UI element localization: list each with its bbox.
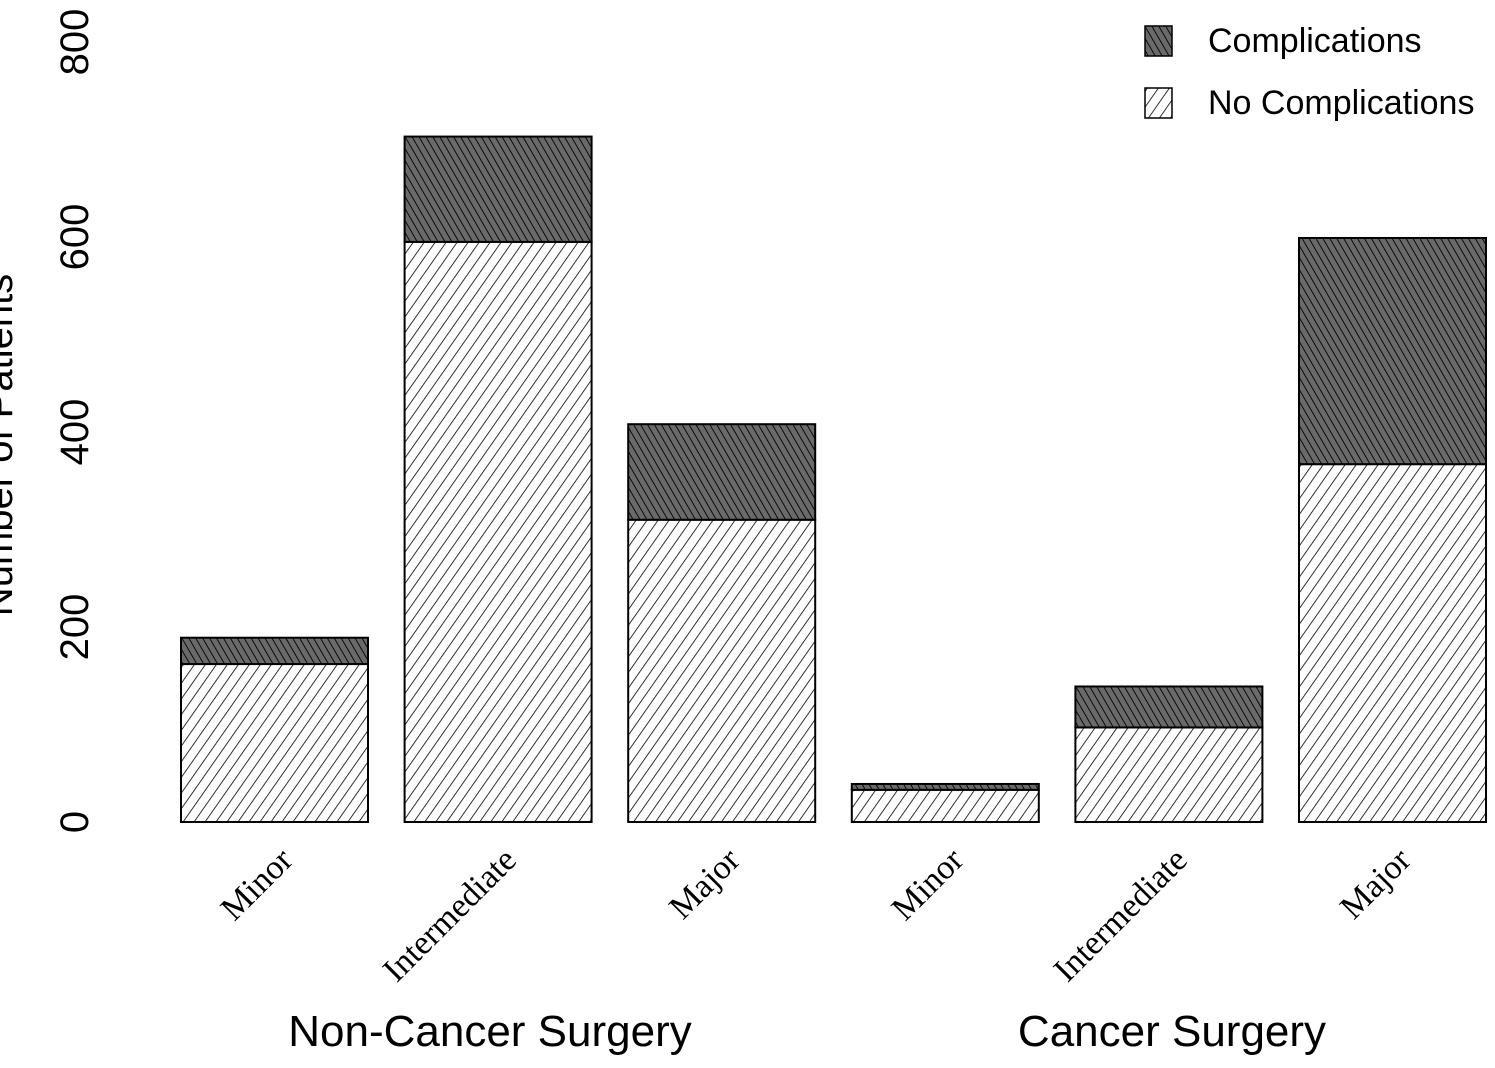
bar-segment-no-complications (1298, 463, 1487, 823)
y-axis: 0 200 400 600 800 (53, 9, 97, 834)
y-tick-label: 800 (53, 9, 97, 76)
bar-segment-complications (403, 135, 593, 243)
bar-segment-complications (1298, 236, 1487, 466)
y-axis-title: Number of Patients (0, 274, 21, 616)
legend-swatch (1144, 25, 1173, 57)
bar-segment-no-complications (1074, 726, 1264, 823)
x-tick-label: Minor (885, 841, 972, 928)
legend-label: Complications (1208, 22, 1422, 60)
legend-label: No Complications (1208, 84, 1474, 122)
x-tick-label: Intermediate (376, 841, 524, 989)
legend: Complications No Complications (1144, 22, 1474, 122)
x-tick-label: Minor (214, 841, 301, 928)
bar-segment-complications (627, 423, 817, 521)
bar-segment-complications (850, 782, 1040, 791)
bars (180, 135, 1487, 824)
y-tick-label: 600 (53, 204, 97, 271)
category-labels: Minor Intermediate Major Minor Intermediate M… (214, 841, 1419, 989)
y-tick-label: 200 (53, 594, 97, 661)
legend-swatch (1144, 87, 1173, 119)
x-tick-label: Major (662, 841, 747, 926)
bar-segment-complications (180, 636, 369, 666)
x-tick-label: Intermediate (1047, 841, 1195, 989)
bar-segment-no-complications (627, 518, 817, 823)
y-axis-title-group: Number of Patients (0, 274, 21, 616)
bar-segment-no-complications (403, 240, 593, 823)
y-tick-label: 0 (53, 811, 97, 833)
group-label: Cancer Surgery (1018, 1007, 1326, 1056)
group-labels: Non-Cancer Surgery Cancer Surgery (288, 1007, 1326, 1056)
group-label: Non-Cancer Surgery (288, 1007, 692, 1056)
bar-segment-no-complications (850, 788, 1040, 824)
y-tick-label: 400 (53, 399, 97, 466)
bar-segment-no-complications (180, 663, 369, 823)
bar-segment-complications (1074, 685, 1264, 729)
x-tick-label: Major (1333, 841, 1418, 926)
